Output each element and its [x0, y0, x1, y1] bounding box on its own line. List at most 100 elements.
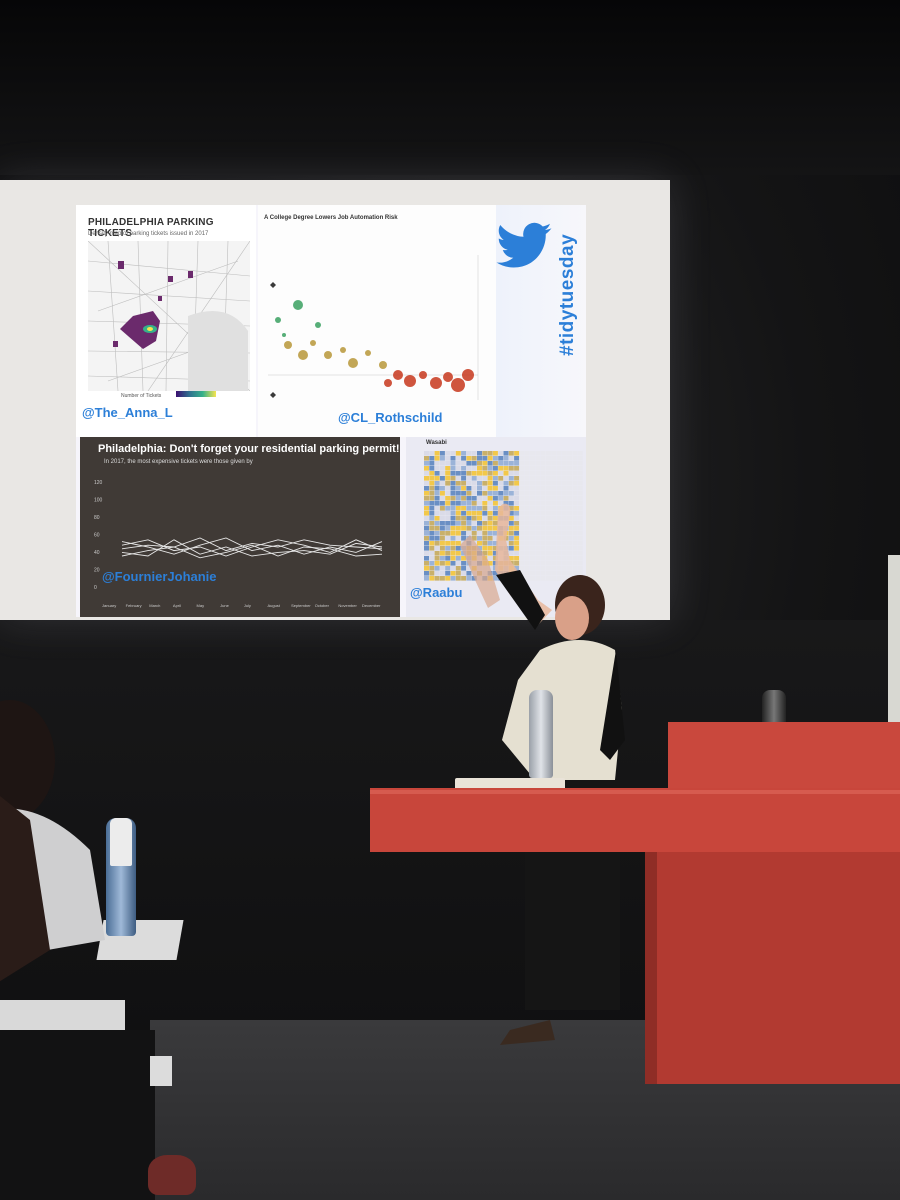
heat-cell — [508, 466, 514, 471]
heat-cell — [535, 451, 541, 456]
heat-cell — [461, 566, 467, 571]
heat-cell — [540, 456, 546, 461]
heat-cell — [577, 571, 583, 576]
heat-cell — [477, 501, 482, 506]
ticket-line — [121, 539, 383, 557]
heat-cell — [530, 506, 535, 511]
heat-cell — [567, 501, 573, 506]
heat-cell — [450, 491, 456, 496]
heat-cell — [461, 456, 467, 461]
desk-front-shadow — [0, 1030, 155, 1200]
heat-cell — [450, 571, 456, 576]
heat-cell — [535, 561, 541, 566]
month-tick-label: July — [244, 603, 251, 608]
heat-cell — [455, 571, 461, 576]
heat-cell — [524, 526, 530, 531]
heat-cell — [519, 551, 525, 556]
heat-cell — [471, 471, 477, 476]
heat-cell — [445, 531, 451, 536]
heat-cell — [439, 531, 445, 536]
heat-cell — [572, 451, 578, 456]
y-tick-label: 40 — [94, 550, 100, 556]
heat-cell — [508, 491, 514, 496]
heat-cell — [498, 456, 504, 461]
heat-cell — [545, 466, 551, 471]
heat-cell — [535, 486, 541, 491]
heat-cell — [455, 551, 461, 556]
heat-cell — [540, 536, 546, 541]
heat-cell — [572, 516, 578, 521]
heat-cell — [471, 461, 477, 466]
heat-cell — [487, 486, 493, 491]
heat-cell — [514, 541, 520, 546]
heat-cell — [545, 486, 551, 491]
heat-cell — [567, 451, 573, 456]
heat-cell — [561, 466, 567, 471]
heat-cell — [551, 466, 557, 471]
heat-cell — [530, 521, 535, 526]
heat-cell — [519, 506, 525, 511]
heat-cell — [450, 526, 456, 531]
podium-top — [668, 722, 900, 792]
heat-cell — [530, 556, 535, 561]
heat-cell — [461, 451, 467, 456]
heat-cell — [540, 471, 546, 476]
heat-cell — [434, 511, 440, 516]
heat-cell — [429, 566, 435, 571]
heat-cell — [540, 546, 546, 551]
heat-cell — [482, 516, 488, 521]
heat-cell — [445, 566, 451, 571]
heat-cell — [492, 536, 498, 541]
heat-cell — [445, 551, 451, 556]
heat-cell — [424, 506, 429, 511]
heat-cell — [567, 536, 573, 541]
heat-cell — [455, 451, 461, 456]
heat-cell — [450, 576, 456, 581]
heat-cell — [450, 481, 456, 486]
heat-cell — [434, 566, 440, 571]
heat-cell — [503, 486, 509, 491]
heat-cell — [461, 511, 467, 516]
heat-cell — [540, 521, 546, 526]
heat-cell — [567, 546, 573, 551]
heat-cell — [498, 496, 504, 501]
heat-cell — [577, 466, 583, 471]
heat-cell — [530, 561, 535, 566]
heat-cell — [572, 466, 578, 471]
heat-cell — [551, 496, 557, 501]
heat-cell — [561, 496, 567, 501]
heat-cell — [429, 466, 435, 471]
heat-cell — [530, 566, 535, 571]
heat-cell — [545, 551, 551, 556]
heat-cell — [445, 456, 451, 461]
heat-cell — [434, 551, 440, 556]
heat-cell — [535, 571, 541, 576]
heat-cell — [524, 506, 530, 511]
heat-cell — [439, 526, 445, 531]
heat-cell — [551, 461, 557, 466]
heat-cell — [445, 526, 451, 531]
heat-cell — [519, 541, 525, 546]
heat-cell — [439, 456, 445, 461]
heat-cell — [530, 541, 535, 546]
heat-cell — [551, 566, 557, 571]
heat-cell — [551, 511, 557, 516]
heat-cell — [487, 531, 493, 536]
heat-cell — [424, 471, 429, 476]
audience-member — [0, 700, 105, 982]
heat-cell — [439, 496, 445, 501]
heat-cell — [434, 466, 440, 471]
heat-cell — [503, 451, 509, 456]
heat-cell — [519, 571, 525, 576]
heat-cell — [508, 556, 514, 561]
heat-cell — [455, 561, 461, 566]
heat-cell — [530, 531, 535, 536]
projected-slide: PHILADELPHIA PARKING TICKETS Density map… — [76, 205, 586, 617]
heat-cell — [461, 481, 467, 486]
heat-cell — [530, 486, 535, 491]
heat-cell — [450, 486, 456, 491]
heat-cell — [545, 451, 551, 456]
heat-cell — [551, 486, 557, 491]
heat-cell — [530, 511, 535, 516]
heat-cell — [445, 486, 451, 491]
